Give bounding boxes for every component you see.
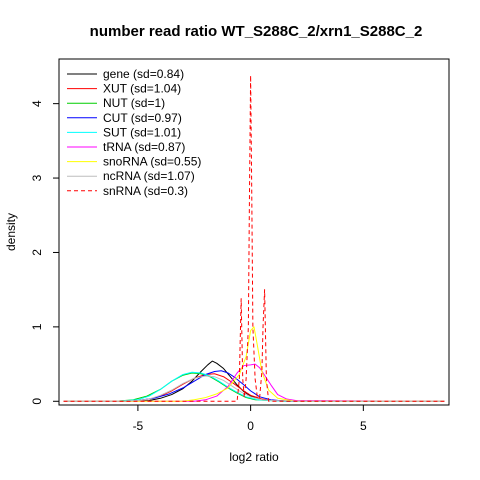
y-axis-label: density	[4, 213, 18, 251]
y-tick-label: 2	[30, 249, 44, 256]
legend-label: gene (sd=0.84)	[103, 67, 184, 81]
legend-label: SUT (sd=1.01)	[103, 125, 181, 139]
series-line	[63, 74, 445, 402]
x-tick-label: -5	[133, 419, 144, 433]
chart-title: number read ratio WT_S288C_2/xrn1_S288C_…	[90, 23, 423, 40]
legend-label: ncRNA (sd=1.07)	[103, 169, 195, 183]
series-line	[63, 363, 445, 402]
legend: gene (sd=0.84)XUT (sd=1.04)NUT (sd=1)CUT…	[67, 67, 201, 198]
x-axis-label: log2 ratio	[229, 450, 279, 464]
x-axis: -5 0 5	[133, 404, 367, 433]
y-axis: 0 1 2 3 4	[30, 100, 60, 405]
y-tick-label: 1	[30, 323, 44, 330]
legend-label: CUT (sd=0.97)	[103, 111, 182, 125]
series-layer	[63, 74, 445, 402]
legend-label: snRNA (sd=0.3)	[103, 184, 188, 198]
legend-label: NUT (sd=1)	[103, 96, 165, 110]
series-line	[63, 326, 445, 402]
legend-label: snoRNA (sd=0.55)	[103, 155, 201, 169]
series-line	[63, 375, 445, 402]
y-tick-label: 3	[30, 174, 44, 181]
y-tick-label: 4	[30, 100, 44, 107]
legend-label: tRNA (sd=0.87)	[103, 140, 185, 154]
x-tick-label: 5	[360, 419, 367, 433]
legend-label: XUT (sd=1.04)	[103, 82, 181, 96]
x-tick-label: 0	[247, 419, 254, 433]
series-line	[63, 371, 445, 402]
y-tick-label: 0	[30, 398, 44, 405]
